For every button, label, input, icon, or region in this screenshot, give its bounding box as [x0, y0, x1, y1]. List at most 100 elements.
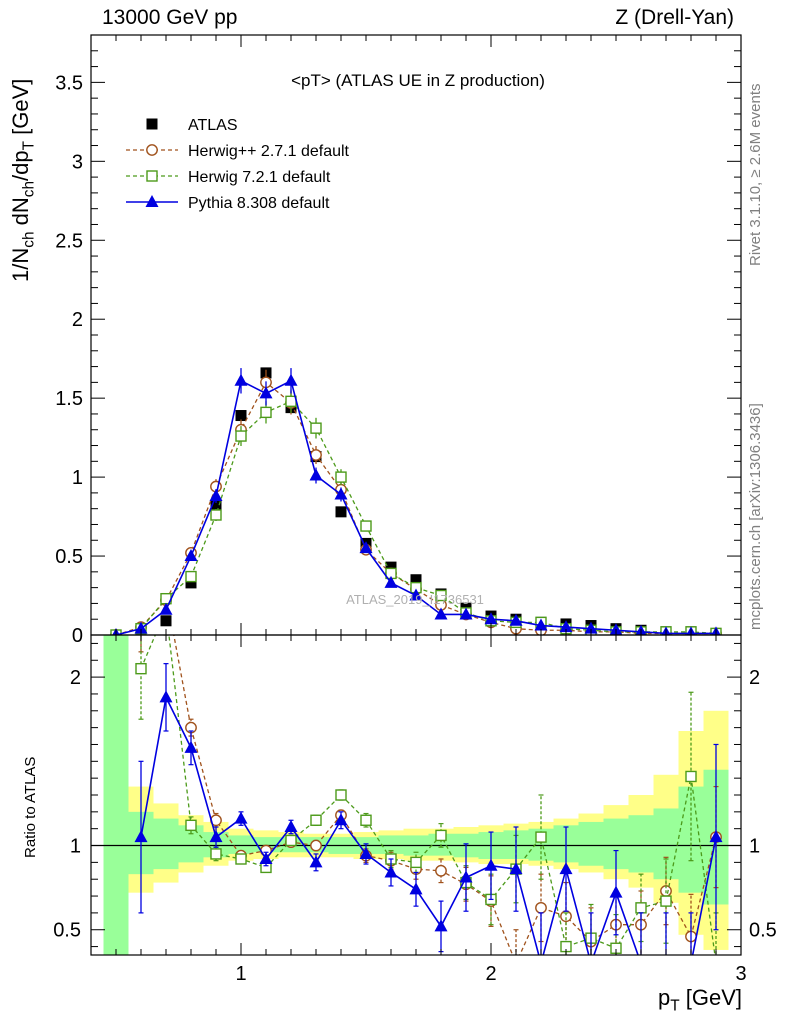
ratio-y-tick-label: 1	[70, 836, 81, 858]
pythia-point	[459, 607, 473, 620]
herwig7-point	[235, 430, 247, 442]
herwig7-ratio-point	[635, 902, 647, 914]
pythia-point	[534, 618, 548, 631]
herwig7-ratio-point	[685, 770, 697, 783]
herwig7-point	[310, 422, 322, 434]
herwig7-point	[260, 406, 272, 419]
pythia-point	[334, 487, 348, 500]
ratio-y-axis-label: Ratio to ATLAS	[22, 756, 39, 858]
ratio-y-tick-label: 0.5	[53, 920, 81, 942]
x-axis-label: pT [GeV]	[657, 985, 742, 1015]
pythia-ratio-point	[609, 885, 623, 898]
herwig7-ratio-point	[360, 814, 372, 826]
x-tick-label: 1	[235, 963, 246, 985]
band-inner-bin	[378, 835, 404, 854]
y-tick-label: 0	[72, 625, 83, 647]
pythia-ratio-point	[209, 830, 223, 843]
herwig7-point	[360, 520, 372, 532]
pythia-ratio-point	[134, 830, 148, 843]
pythia-point	[559, 620, 573, 633]
ratio-uncertainty-bands	[103, 635, 729, 955]
legend-label-herwigpp: Herwig++ 2.7.1 default	[188, 143, 350, 160]
band-inner-bin	[228, 835, 254, 854]
pythia-point	[359, 541, 373, 554]
herwig7-point	[185, 570, 197, 583]
pythia-point	[409, 588, 423, 601]
herwig7-point	[335, 471, 347, 483]
pythia-ratio-point	[359, 846, 373, 859]
pythia-point	[159, 602, 173, 615]
pythia-ratio-point	[234, 811, 248, 824]
legend-marker-herwig7	[146, 170, 158, 182]
atlas-point	[410, 574, 422, 586]
herwig7-point	[435, 589, 447, 602]
pythia-ratio-point	[709, 830, 723, 843]
legend-marker-atlas	[146, 118, 158, 130]
pythia-point	[234, 373, 248, 386]
herwig7-ratio-line	[140, 635, 716, 955]
herwig7-ratio-point	[335, 789, 347, 801]
y-tick-label: 1.5	[55, 388, 83, 410]
legend: ATLAS Herwig++ 2.7.1 default Herwig 7.2.1 …	[126, 117, 350, 212]
legend-label-herwig7: Herwig 7.2.1 default	[188, 169, 331, 186]
legend-marker-herwigpp	[146, 144, 158, 156]
axes-frames: 0 0.5 1 1.5 2 2.5 3 3.5 0.5 0.5 1 1 2 2 1 2 3	[53, 34, 777, 985]
y-tick-label: 3	[72, 151, 83, 173]
pythia-ratio-point	[309, 855, 323, 868]
pythia-ratio-point	[334, 813, 348, 826]
pythia-ratio-point	[434, 919, 448, 932]
herwig7-point	[285, 395, 297, 408]
pythia-point	[259, 386, 273, 399]
ratio-y-tick-label: 2	[70, 667, 81, 689]
pythia-ratio-point	[459, 870, 473, 883]
herwig7-ratio-point	[310, 814, 322, 826]
herwig7-ratio-point	[410, 856, 422, 869]
atlas-point	[235, 410, 247, 422]
main-y-axis-label: 1/Nch dNch/dpT [GeV]	[8, 78, 38, 282]
legend-marker-pythia	[145, 195, 159, 207]
watermark-label: ATLAS_2019_I1736531	[346, 592, 484, 607]
herwigpp-ratio-point	[310, 839, 322, 852]
pythia-ratio-point	[159, 690, 173, 703]
pythia-point	[509, 613, 523, 626]
herwig7-ratio-point	[135, 662, 147, 675]
y-tick-label: 3.5	[55, 72, 83, 94]
ratio-panel-content	[91, 605, 741, 955]
herwig7-ratio-point	[535, 831, 547, 843]
y-tick-label: 1	[72, 467, 83, 489]
pythia-point	[134, 621, 148, 634]
rivet-version-label: Rivet 3.1.10, ≥ 2.6M events	[747, 83, 764, 267]
atlas-point	[210, 500, 222, 512]
atlas-point	[335, 506, 347, 518]
pythia-ratio-point	[259, 852, 273, 864]
pythia-ratio-point	[184, 740, 198, 753]
pythia-point	[584, 621, 598, 634]
ratio-y-tick-label: 2	[749, 667, 760, 689]
atlas-point	[160, 615, 172, 627]
pythia-point	[209, 489, 223, 502]
herwigpp-ratio-line	[173, 635, 717, 955]
herwigpp-ratio-point	[435, 864, 447, 877]
y-tick-label: 0.5	[55, 546, 83, 568]
plot-title: <pT> (ATLAS UE in Z production)	[291, 71, 545, 90]
band-inner-bin	[153, 818, 179, 870]
herwigpp-ratio-point	[535, 901, 547, 914]
ratio-y-tick-label: 0.5	[749, 920, 777, 942]
ratio-y-tick-label: 1	[749, 836, 760, 858]
pythia-point	[484, 612, 498, 625]
herwig7-ratio-point	[235, 853, 247, 865]
pythia-point	[184, 549, 198, 562]
herwig7-ratio-point	[185, 819, 197, 832]
pythia-point	[309, 468, 323, 481]
herwig7-ratio-point	[435, 829, 447, 842]
band-inner-bin	[103, 635, 129, 955]
band-inner-bin	[578, 821, 604, 866]
pythia-ratio-point	[384, 865, 398, 878]
herwig7-ratio-point	[285, 834, 297, 847]
pythia-point	[434, 607, 448, 620]
x-tick-label: 3	[735, 963, 746, 985]
pythia-ratio-point	[509, 862, 523, 875]
herwigpp-ratio-point	[136, 605, 146, 615]
atlas-point	[185, 577, 197, 589]
